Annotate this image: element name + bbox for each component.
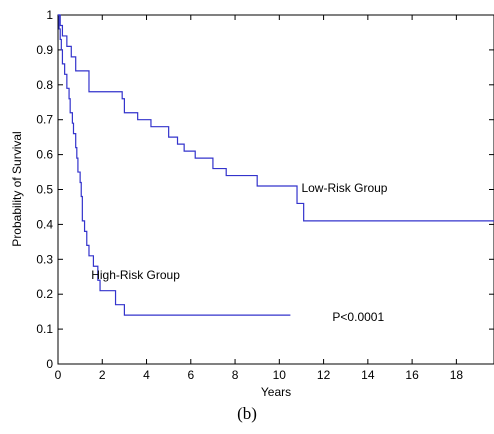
series-line-high-risk-group	[58, 14, 291, 316]
y-tick-label: 0.1	[36, 322, 53, 336]
x-tick-label: 14	[361, 368, 375, 382]
x-tick-label: 18	[450, 368, 464, 382]
annotations: Low-Risk Group High-Risk Group P<0.0001	[91, 181, 388, 324]
plot-area	[57, 14, 494, 365]
annotation-label: Low-Risk Group	[301, 181, 387, 195]
y-tick-label: 0	[46, 357, 53, 371]
y-tick-label: 0.2	[36, 287, 53, 301]
x-tick-label: 6	[187, 368, 194, 382]
x-tick-label: 10	[273, 368, 287, 382]
y-tick-label: 1	[46, 8, 53, 22]
series-line-low-risk-group	[58, 14, 494, 222]
y-tick-label: 0.6	[36, 148, 53, 162]
axis-ticks: 0 2 4 6 8 10 12 14 16 18 0 0.1 0.2 0.3 0.4 0.5 0.6 0.7 0.8…	[36, 8, 494, 382]
y-tick-label: 0.7	[36, 113, 53, 127]
x-tick-label: 8	[232, 368, 239, 382]
x-tick-label: 16	[405, 368, 419, 382]
y-tick-label: 0.3	[36, 252, 53, 266]
y-axis-label: Probability of Survival	[10, 131, 24, 246]
x-tick-label: 2	[99, 368, 106, 382]
survival-chart: 0 2 4 6 8 10 12 14 16 18 0 0.1 0.2 0.3 0.4 0.5 0.6 0.7 0.8…	[10, 8, 494, 399]
x-tick-label: 4	[143, 368, 150, 382]
y-tick-label: 0.4	[36, 217, 53, 231]
y-tick-label: 0.5	[36, 183, 53, 197]
x-tick-label: 0	[55, 368, 62, 382]
x-axis-label: Years	[261, 385, 291, 399]
annotation-label: High-Risk Group	[91, 268, 180, 282]
y-tick-label: 0.8	[36, 78, 53, 92]
series-lines	[58, 14, 494, 316]
figure-caption: (b)	[237, 404, 257, 423]
annotation-label: P<0.0001	[332, 310, 384, 324]
y-tick-label: 0.9	[36, 43, 53, 57]
x-tick-label: 12	[317, 368, 331, 382]
